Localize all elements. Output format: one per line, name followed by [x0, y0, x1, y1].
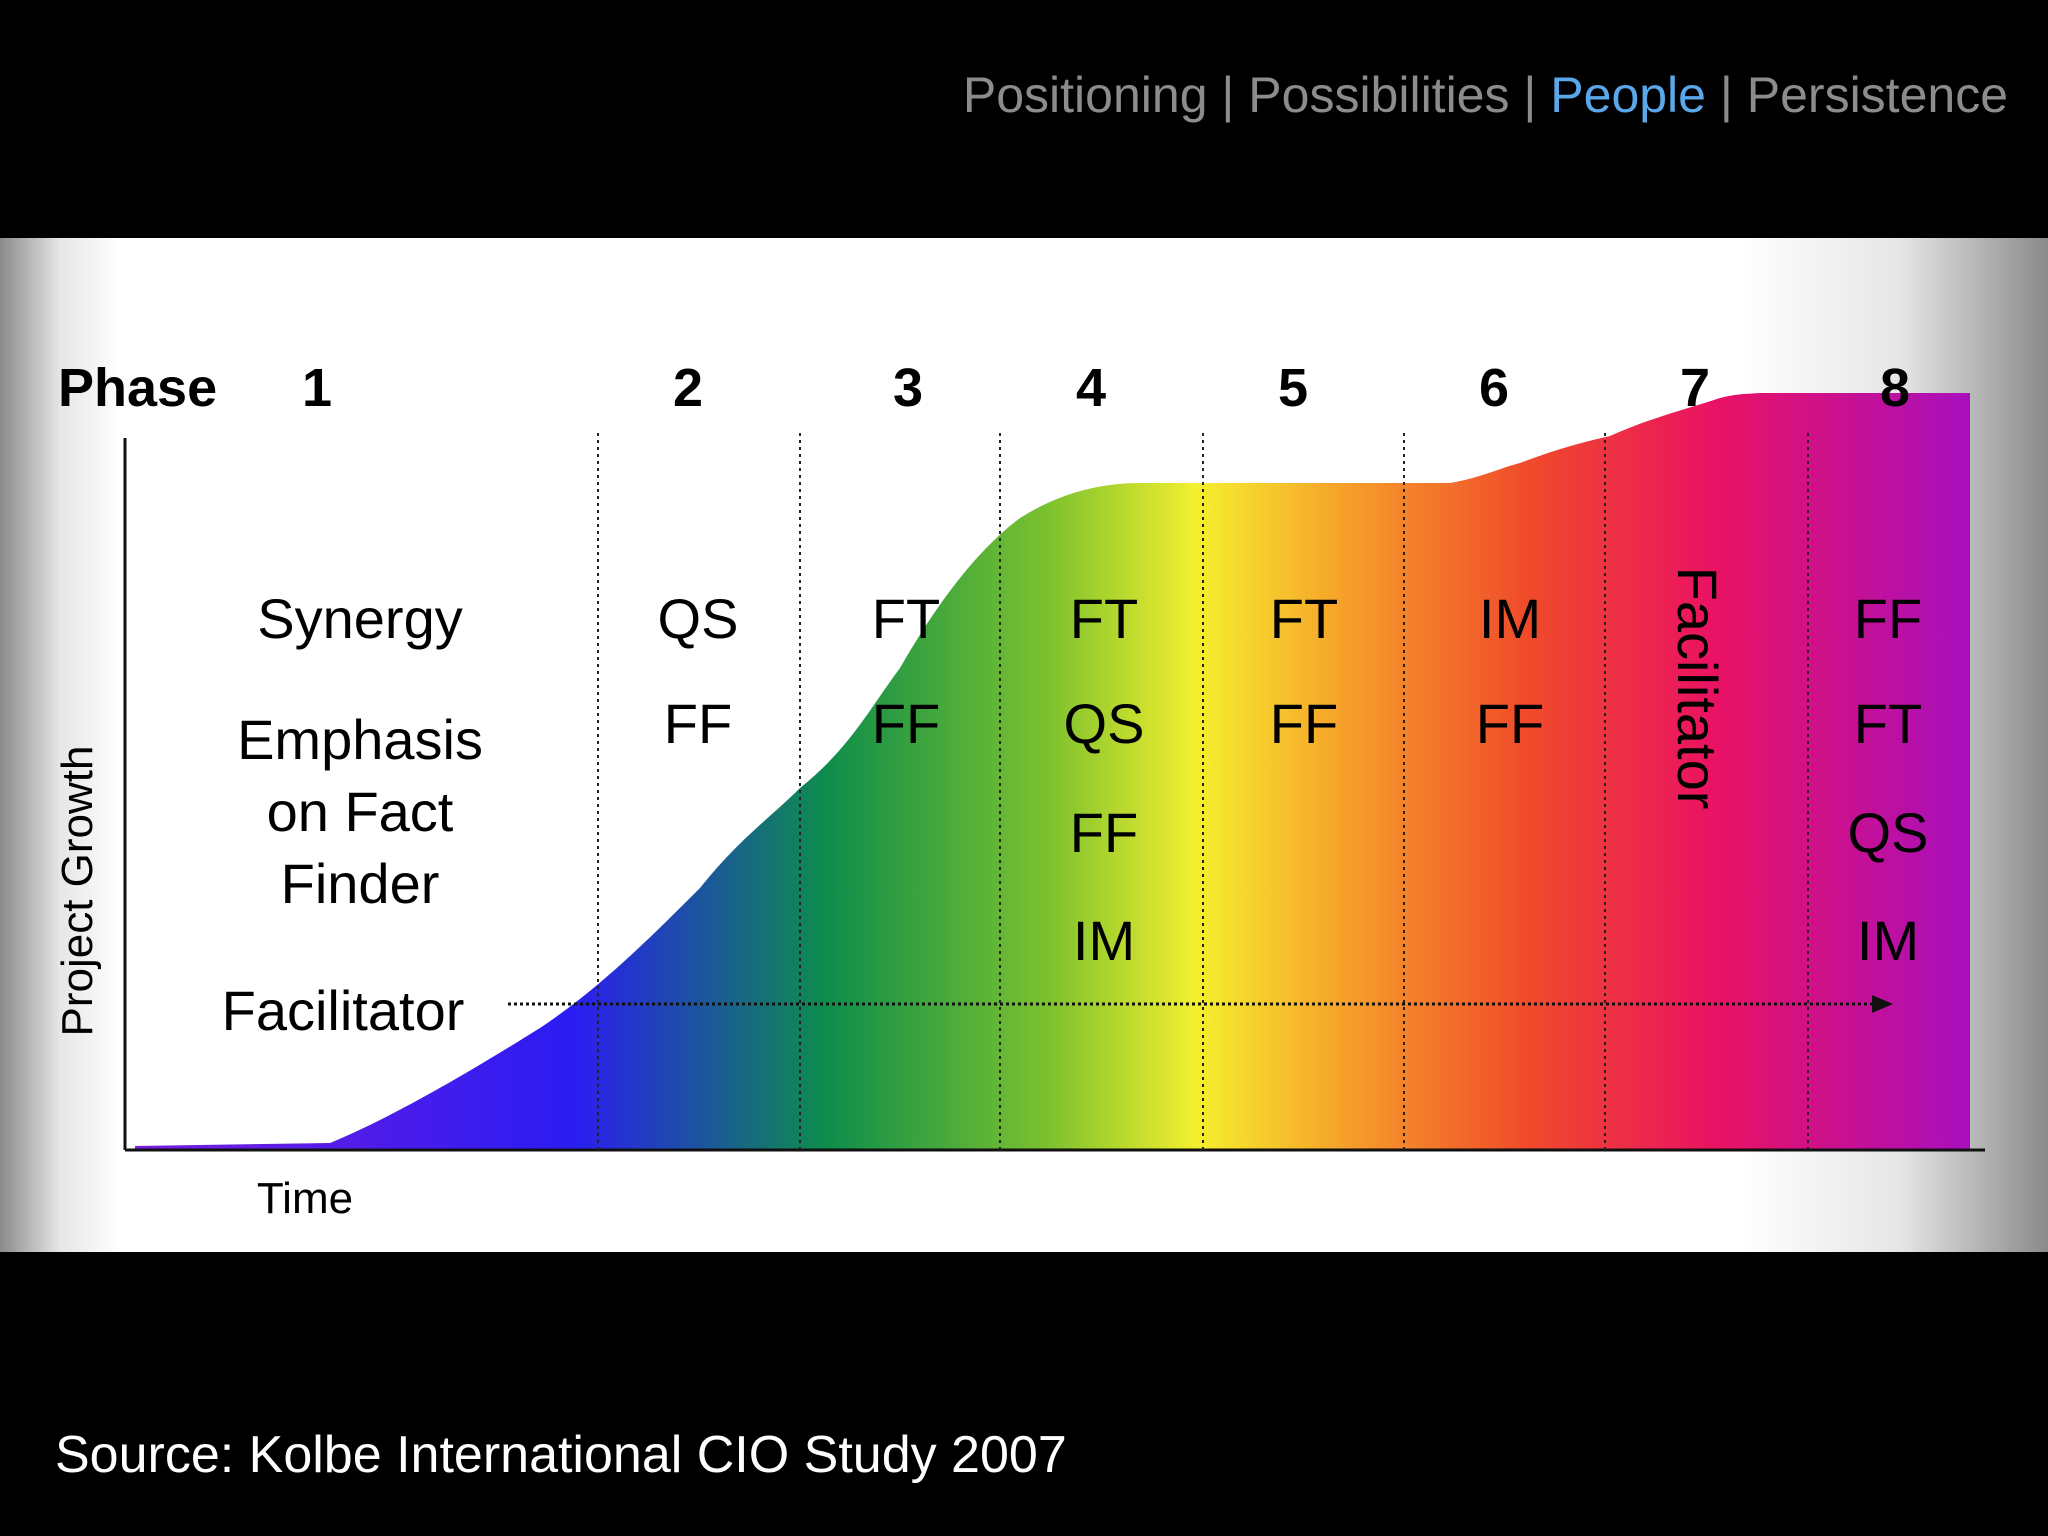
top-navigation: Positioning | Possibilities | People | P…	[963, 66, 2008, 124]
phase-number-6: 6	[1479, 358, 1509, 418]
emphasis-label-line-1: Emphasis	[237, 708, 483, 771]
mode-label-phase-8: IM	[1857, 909, 1919, 972]
facilitator-arrow-head	[1872, 995, 1893, 1013]
mode-label-phase-8: FT	[1854, 692, 1922, 755]
mode-label-phase-4: FT	[1070, 587, 1138, 650]
mode-label-phase-4: QS	[1064, 692, 1145, 755]
phase-heading: Phase	[58, 358, 217, 418]
emphasis-label-line-2: on Fact	[267, 780, 454, 843]
mode-label-phase-5: FT	[1270, 587, 1338, 650]
nav-item-persistence[interactable]: Persistence	[1746, 67, 2008, 123]
nav-separator: |	[1705, 67, 1747, 123]
column-mode-labels: QS FF FT FF FT QS FF IM FT FF IM FF Facilitator FF FT Q…	[658, 567, 1929, 972]
mode-label-phase-6: FF	[1476, 692, 1544, 755]
mode-label-phase-3: FT	[872, 587, 940, 650]
emphasis-label-line-3: Finder	[281, 852, 440, 915]
mode-label-phase-6: IM	[1479, 587, 1541, 650]
phase-dividers	[597, 433, 1809, 1150]
facilitator-row-label: Facilitator	[222, 979, 465, 1042]
nav-item-positioning[interactable]: Positioning	[962, 67, 1208, 123]
growth-curve-area	[135, 393, 1970, 1150]
phase-number-3: 3	[893, 358, 923, 418]
mode-label-phase-4: IM	[1073, 909, 1135, 972]
nav-separator: |	[1207, 67, 1249, 123]
phase-numbers: 1 2 3 4 5 6 7 8	[302, 358, 1910, 418]
phase-number-4: 4	[1076, 358, 1106, 418]
mode-label-phase-2: FF	[664, 692, 732, 755]
mode-label-phase-4: FF	[1070, 801, 1138, 864]
phase-number-5: 5	[1278, 358, 1308, 418]
phase-number-2: 2	[673, 358, 703, 418]
phase-number-8: 8	[1880, 358, 1910, 418]
mode-label-phase-5: FF	[1270, 692, 1338, 755]
nav-separator: |	[1509, 67, 1551, 123]
nav-item-people[interactable]: People	[1550, 67, 1706, 123]
mode-label-phase-2: QS	[658, 587, 739, 650]
phase-number-1: 1	[302, 358, 332, 418]
synergy-label: Synergy	[257, 587, 462, 650]
nav-item-possibilities[interactable]: Possibilities	[1248, 67, 1510, 123]
y-axis-label: Project Growth	[53, 746, 102, 1037]
source-citation: Source: Kolbe International CIO Study 20…	[55, 1426, 1067, 1484]
mode-label-phase-3: FF	[872, 692, 940, 755]
mode-label-phase-8: QS	[1848, 801, 1929, 864]
x-axis-label: Time	[257, 1174, 353, 1223]
phase-number-7: 7	[1680, 358, 1710, 418]
mode-label-phase-8: FF	[1854, 587, 1922, 650]
facilitator-vertical-label: Facilitator	[1666, 567, 1729, 810]
